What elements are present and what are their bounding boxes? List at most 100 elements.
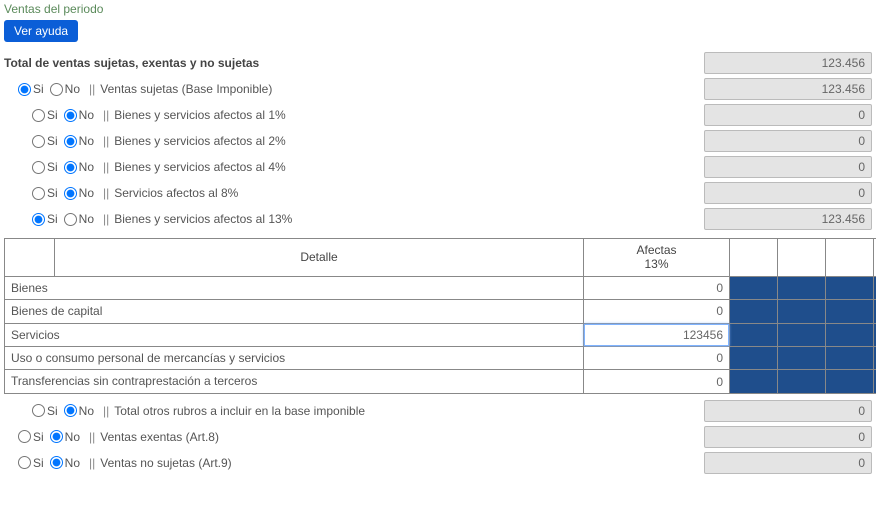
table-cell-blank [778,276,826,299]
separator: || [103,108,109,122]
radio-si[interactable]: Si [32,160,58,174]
table-row: Transferencias sin contraprestación a te… [5,370,876,393]
line-label-wrap: Si No || Bienes y servicios afectos al 2… [4,134,704,148]
table-cell-blank [778,323,826,346]
radio-si[interactable]: Si [32,404,58,418]
table-row: Bienes de capital [5,300,876,323]
radio-no-label: No [79,134,94,148]
table-row: Servicios [5,323,876,346]
radio-no[interactable]: No [50,430,80,444]
radio-si-input[interactable] [18,430,31,443]
table-cell-value[interactable] [584,300,730,323]
radio-si-input[interactable] [32,109,45,122]
radio-no[interactable]: No [64,404,94,418]
radio-no-label: No [79,160,94,174]
line-label: Bienes y servicios afectos al 2% [114,134,285,148]
separator: || [89,456,95,470]
table-header-blank [778,239,826,277]
line-label: Ventas sujetas (Base Imponible) [100,82,272,96]
separator: || [103,134,109,148]
radio-si[interactable]: Si [32,186,58,200]
radio-no-input[interactable] [50,83,63,96]
separator: || [103,212,109,226]
table-header-afectas: Afectas13% [584,239,730,277]
radio-no[interactable]: No [64,108,94,122]
radio-no-input[interactable] [64,187,77,200]
line-label: Bienes y servicios afectos al 4% [114,160,285,174]
table-input[interactable] [584,371,729,393]
radio-no-label: No [79,108,94,122]
table-header-blank-lead [5,239,55,277]
radio-si[interactable]: Si [18,82,44,96]
radio-no-input[interactable] [50,456,63,469]
table-cell-value[interactable] [584,370,730,393]
radio-si-input[interactable] [32,187,45,200]
table-input[interactable] [584,277,729,299]
radio-no-input[interactable] [64,135,77,148]
table-cell-value[interactable] [584,346,730,369]
line-row: Si No || Ventas no sujetas (Art.9) 0 [4,450,872,476]
table-header-detalle: Detalle [55,239,584,277]
table-cell-blank [730,323,778,346]
table-header-blank [730,239,778,277]
radio-si-input[interactable] [32,161,45,174]
radio-no-label: No [65,430,80,444]
line-label-wrap: Si No || Ventas sujetas (Base Imponible) [4,82,704,96]
table-input[interactable] [584,347,729,369]
radio-no-input[interactable] [64,161,77,174]
radio-no-label: No [79,186,94,200]
radio-si-input[interactable] [32,135,45,148]
radio-si-input[interactable] [32,213,45,226]
table-cell-label: Uso o consumo personal de mercancías y s… [5,346,584,369]
radio-no[interactable]: No [64,160,94,174]
line-label-wrap: Si No || Bienes y servicios afectos al 1… [4,212,704,226]
line-label: Ventas no sujetas (Art.9) [100,456,231,470]
section-title: Ventas del periodo [4,2,872,16]
radio-si-label: Si [47,186,58,200]
table-header-blank [826,239,874,277]
total-row: Total de ventas sujetas, exentas y no su… [4,50,872,76]
line-row: Si No || Bienes y servicios afectos al 1… [4,102,872,128]
radio-no[interactable]: No [50,82,80,96]
table-cell-blank [826,300,874,323]
radio-si[interactable]: Si [18,456,44,470]
table-cell-blank [826,276,874,299]
table-cell-blank [778,370,826,393]
table-cell-value[interactable] [584,276,730,299]
radio-si[interactable]: Si [32,212,58,226]
radio-si-input[interactable] [32,404,45,417]
radio-si[interactable]: Si [32,108,58,122]
radio-si-input[interactable] [18,83,31,96]
radio-si-input[interactable] [18,456,31,469]
line-row: Si No || Bienes y servicios afectos al 4… [4,154,872,180]
line-row: Si No || Ventas exentas (Art.8) 0 [4,424,872,450]
help-button[interactable]: Ver ayuda [4,20,78,42]
radio-no-input[interactable] [64,213,77,226]
line-label-wrap: Si No || Servicios afectos al 8% [4,186,704,200]
table-input[interactable] [584,324,729,346]
radio-si-label: Si [47,212,58,226]
radio-no-input[interactable] [64,109,77,122]
radio-no[interactable]: No [64,186,94,200]
line-value: 0 [704,426,872,448]
radio-no-input[interactable] [64,404,77,417]
table-input[interactable] [584,300,729,322]
line-label: Ventas exentas (Art.8) [100,430,219,444]
total-label: Total de ventas sujetas, exentas y no su… [4,56,704,70]
radio-no[interactable]: No [64,134,94,148]
table-cell-label: Transferencias sin contraprestación a te… [5,370,584,393]
line-value: 0 [704,452,872,474]
table-cell-value[interactable] [584,323,730,346]
table-cell-blank [778,300,826,323]
radio-no-input[interactable] [50,430,63,443]
line-value: 0 [704,130,872,152]
table-cell-blank [730,370,778,393]
radio-no[interactable]: No [64,212,94,226]
radio-si-label: Si [33,430,44,444]
radio-si-label: Si [33,456,44,470]
radio-si-label: Si [33,82,44,96]
radio-no[interactable]: No [50,456,80,470]
radio-si[interactable]: Si [18,430,44,444]
radio-si[interactable]: Si [32,134,58,148]
line-value: 0 [704,400,872,422]
